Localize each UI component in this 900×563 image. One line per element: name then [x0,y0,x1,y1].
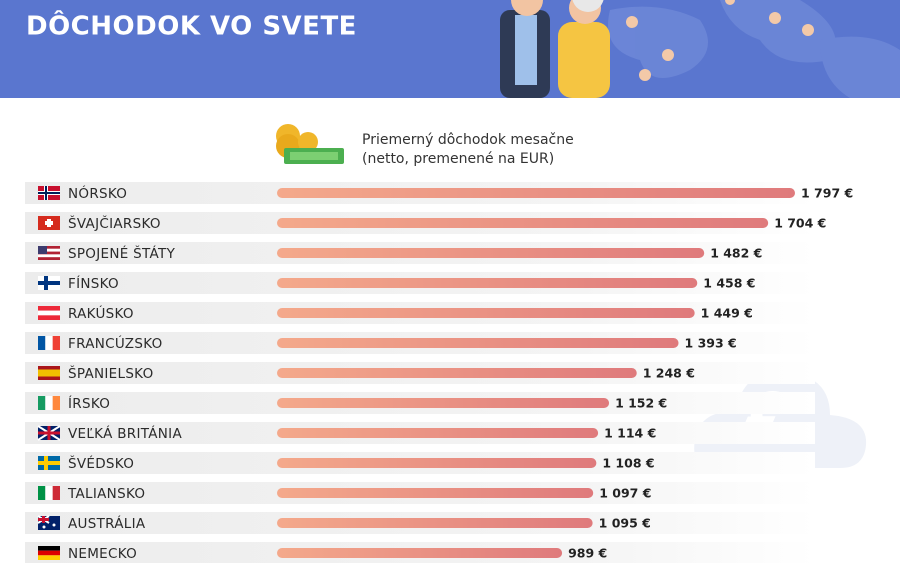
category-label: RAKÚSKO [68,304,134,322]
flag-part [52,486,60,500]
flag-part [38,461,60,465]
flag-part [38,369,60,373]
category-label: ÍRSKO [68,395,110,412]
flag-part [45,221,53,225]
flag-part [38,555,60,560]
bar [277,218,769,228]
value-label: 1 097 € [599,486,651,501]
seniors-illustration [500,0,610,98]
flag-part [45,336,53,350]
flag-part [38,246,47,254]
flag [37,425,61,441]
value-label: 1 458 € [703,276,755,291]
value-label: 1 114 € [604,426,656,441]
bar [277,248,705,258]
category-label: VEĽKÁ BRITÁNIA [68,425,182,442]
flag-part [52,523,56,527]
bar [277,488,594,498]
flag-part [52,396,60,410]
flag-part [38,315,60,320]
flag-part [38,431,60,435]
flag [38,216,60,230]
flag-part [38,254,60,258]
flag [37,515,60,530]
flag [38,306,60,320]
flag-part [38,251,60,255]
flag [38,546,60,560]
flag [38,336,60,350]
value-label: 1 449 € [701,306,753,321]
flag-part [38,192,60,194]
category-label: ŠPANIELSKO [68,364,154,382]
value-label: 989 € [568,546,607,561]
bar [277,278,698,288]
value-label: 1 248 € [643,366,695,381]
flag [38,366,60,380]
bar [277,368,637,378]
bar [277,338,679,348]
flag-part [38,376,60,380]
value-label: 1 797 € [801,186,853,201]
value-label: 1 095 € [599,516,651,531]
flag [38,246,60,260]
flag [38,396,60,410]
category-label: SPOJENÉ ŠTÁTY [68,244,176,262]
flag-part [45,396,53,410]
category-label: FÍNSKO [68,275,119,292]
flag-part [38,518,49,521]
flag-part [52,336,60,350]
map-pins [626,0,814,81]
legend-text: (netto, premenené na EUR) [362,151,554,167]
bar [277,188,795,198]
category-label: NÓRSKO [68,184,127,202]
flag-part [42,525,46,529]
chart-title: DÔCHODOK VO SVETE [26,10,357,42]
value-label: 1 482 € [710,246,762,261]
flag [38,456,60,470]
value-label: 1 393 € [685,336,737,351]
value-label: 1 152 € [615,396,667,411]
value-label: 1 704 € [774,216,826,231]
flag [38,486,60,500]
category-label: TALIANSKO [67,486,145,502]
flag-part [38,396,46,410]
flag-part [38,248,60,252]
flag-part [38,486,46,500]
flag [38,186,60,200]
flag-part [38,336,46,350]
category-label: FRANCÚZSKO [68,334,163,352]
flag-part [38,306,60,311]
bar [277,428,599,438]
flag-part [38,281,60,285]
money-icon [276,124,344,164]
bar [277,458,597,468]
category-label: ŠVAJČIARSKO [68,214,161,232]
flag-part [45,486,53,500]
flag-part [38,366,60,370]
category-label: NEMECKO [68,546,137,562]
flag-part [38,246,60,249]
bar [277,398,610,408]
bar [277,548,563,558]
flag [38,276,60,290]
category-label: AUSTRÁLIA [68,515,146,532]
bar [277,518,593,528]
flag-part [38,546,60,551]
flag-part [38,310,60,316]
bar [277,308,695,318]
category-label: ŠVÉDSKO [68,454,134,472]
flag-part [38,373,60,377]
flag-part [38,257,60,260]
legend-text: Priemerný dôchodok mesačne [362,132,574,148]
flag-part [38,550,60,556]
value-label: 1 108 € [602,456,654,471]
